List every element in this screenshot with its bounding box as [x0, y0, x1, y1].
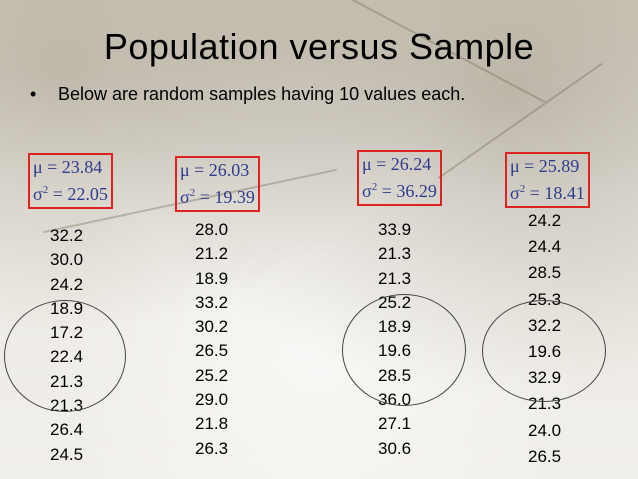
sample-2-mean: μ = 26.03	[180, 160, 250, 180]
sample-2-variance: σ2 = 19.39	[180, 187, 255, 207]
sample-1-value: 32.2	[50, 226, 84, 245]
sample-2-value: 30.2	[195, 317, 229, 337]
sample-4-circle	[482, 300, 606, 402]
sample-1-circle	[4, 300, 126, 412]
sample-4-value: 24.2	[528, 211, 562, 230]
sample-3-value: 21.3	[378, 244, 412, 264]
bullet-text: Below are random samples having 10 value…	[58, 84, 466, 104]
sample-4-stats: μ = 25.89 σ2 = 18.41	[505, 152, 590, 208]
sample-3-value: 33.9	[378, 220, 412, 239]
sample-4-value: 26.5	[528, 446, 562, 466]
sample-3-mean: μ = 26.24	[362, 154, 432, 174]
sample-1-value: 24.5	[50, 444, 84, 464]
sample-4-variance: σ2 = 18.41	[510, 183, 585, 203]
sample-2-value: 26.3	[195, 438, 229, 458]
sample-4-value: 24.0	[528, 420, 562, 440]
sample-2-values: 28.0 21.2 18.9 33.2 30.2 26.5 25.2 29.0 …	[195, 218, 228, 461]
sample-3-variance: σ2 = 36.29	[362, 181, 437, 201]
sample-1-value: 26.4	[50, 420, 84, 440]
sample-1-mean: μ = 23.84	[33, 157, 103, 177]
slide-title: Population versus Sample	[103, 26, 535, 67]
sample-4-value: 24.4	[528, 237, 562, 257]
bullet-point: • Below are random samples having 10 valu…	[30, 84, 465, 105]
sample-1-stats: μ = 23.84 σ2 = 22.05	[28, 153, 113, 209]
sample-2-value: 28.0	[195, 220, 229, 239]
sample-2-value: 33.2	[195, 292, 229, 312]
sample-2-value: 21.2	[195, 244, 229, 264]
sample-3-value: 27.1	[378, 414, 412, 434]
bullet-marker: •	[30, 84, 37, 104]
sample-3-circle	[342, 294, 466, 406]
sample-2-value: 29.0	[195, 390, 229, 410]
sample-2-value: 21.8	[195, 414, 229, 434]
sample-2-value: 26.5	[195, 341, 229, 361]
sample-2-stats: μ = 26.03 σ2 = 19.39	[175, 156, 260, 212]
sample-4-value: 28.5	[528, 263, 562, 283]
sample-3-stats: μ = 26.24 σ2 = 36.29	[357, 150, 442, 206]
sample-3-value: 30.6	[378, 438, 412, 458]
sample-1-variance: σ2 = 22.05	[33, 184, 108, 204]
sample-2-value: 18.9	[195, 268, 229, 288]
sample-1-value: 24.2	[50, 274, 84, 294]
sample-3-value: 21.3	[378, 268, 412, 288]
sample-4-mean: μ = 25.89	[510, 156, 580, 176]
sample-1-value: 30.0	[50, 250, 84, 270]
sample-2-value: 25.2	[195, 365, 229, 385]
